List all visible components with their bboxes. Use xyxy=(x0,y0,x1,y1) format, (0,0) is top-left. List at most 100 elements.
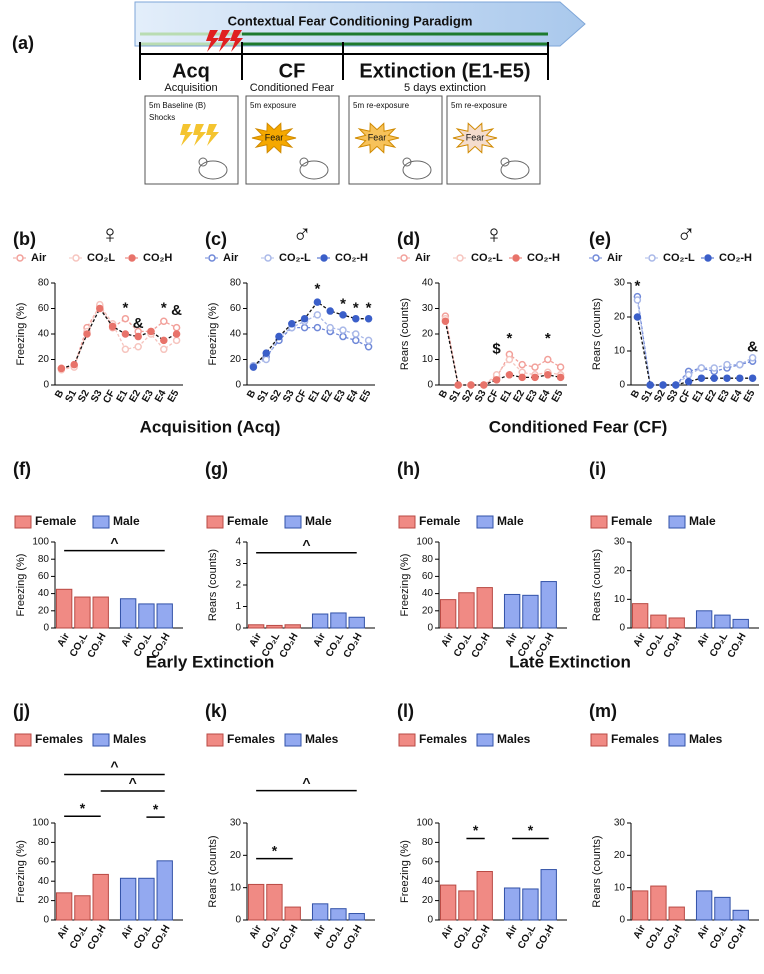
y-tick-label: 20 xyxy=(38,605,50,616)
point xyxy=(262,349,270,357)
x-tick-label: E3 xyxy=(332,388,348,404)
bar xyxy=(119,877,137,921)
bar xyxy=(668,906,685,921)
shock-icon xyxy=(206,30,219,52)
panel-label: (b) xyxy=(13,229,36,249)
y-tick-label: 20 xyxy=(614,850,626,861)
legend-swatch xyxy=(398,515,416,529)
point xyxy=(633,313,642,321)
legend-label: Female xyxy=(419,514,461,528)
panel-label: (f) xyxy=(13,459,31,479)
legend-label: CO₂L xyxy=(87,252,115,264)
x-tick-label: Air xyxy=(248,923,265,941)
annotation: * xyxy=(528,822,534,838)
shock-icon xyxy=(218,30,231,52)
series-line xyxy=(252,301,369,368)
x-tick-label: Air xyxy=(632,923,649,941)
panel-symbol: ♂ xyxy=(292,219,312,249)
y-tick-label: 80 xyxy=(230,278,242,289)
panel-label: (m) xyxy=(589,701,617,721)
point xyxy=(364,343,373,351)
point xyxy=(121,314,130,323)
x-tick-label: Air xyxy=(504,923,521,941)
series-line xyxy=(61,303,177,371)
x-tick-label: E1 xyxy=(307,388,323,404)
section-heading: Late Extinction xyxy=(509,652,631,671)
y-axis-label: Freezing (%) xyxy=(15,840,27,903)
legend-swatch xyxy=(14,733,32,747)
bar xyxy=(138,603,155,629)
legend-label: Male xyxy=(305,514,332,528)
legend-label: Females xyxy=(35,732,83,746)
point xyxy=(300,314,309,323)
bar xyxy=(266,883,283,921)
point xyxy=(326,323,334,332)
x-tick-label: S1 xyxy=(447,388,463,404)
y-tick-label: 40 xyxy=(230,329,242,340)
y-tick-label: 40 xyxy=(38,588,50,599)
y-tick-label: 0 xyxy=(43,915,49,926)
x-tick-label: E1 xyxy=(691,388,707,404)
x-tick-label: Air xyxy=(120,923,137,941)
y-axis-label: Rears (counts) xyxy=(591,835,603,907)
legend-label: Air xyxy=(31,252,47,264)
y-tick-label: 20 xyxy=(230,850,242,861)
point xyxy=(134,332,142,341)
x-tick-label: CO₂H xyxy=(470,923,493,952)
annotation: $ xyxy=(492,340,501,357)
annotation: ^ xyxy=(302,536,310,552)
legend-marker xyxy=(320,254,328,262)
y-tick-label: 20 xyxy=(614,565,626,576)
x-tick-label: B xyxy=(53,388,66,400)
legend-marker xyxy=(704,254,712,262)
legend-label: Female xyxy=(227,514,269,528)
point xyxy=(339,311,347,319)
bar xyxy=(330,908,347,921)
x-tick-label: CO₂H xyxy=(662,631,685,660)
y-tick-label: 0 xyxy=(427,915,433,926)
legend-marker xyxy=(128,254,136,262)
y-axis-label: Freezing (%) xyxy=(207,303,219,366)
x-tick-label: CO₂H xyxy=(342,923,365,952)
section-heading: Acquisition (Acq) xyxy=(140,417,281,436)
bar xyxy=(284,624,301,629)
bar xyxy=(732,909,749,921)
bar xyxy=(714,896,731,921)
x-tick-label: Air xyxy=(56,631,73,649)
legend-marker xyxy=(400,254,408,262)
bar xyxy=(266,624,283,629)
legend-label: CO₂-L xyxy=(471,252,503,264)
point xyxy=(518,360,526,369)
fear-badge xyxy=(251,122,297,154)
y-tick-label: 60 xyxy=(38,571,50,582)
panel-label: (a) xyxy=(12,33,34,53)
bar xyxy=(74,895,91,921)
y-tick-label: 0 xyxy=(235,915,241,926)
phase-sublabel: Conditioned Fear xyxy=(250,82,335,94)
legend-swatch xyxy=(668,515,686,529)
legend-marker xyxy=(16,254,24,262)
annotation: & xyxy=(133,315,144,332)
point xyxy=(134,343,142,351)
bar xyxy=(247,883,265,921)
annotation: ^ xyxy=(110,758,118,774)
legend-label: CO₂-L xyxy=(663,252,695,264)
annotation: * xyxy=(545,330,551,347)
annotation: * xyxy=(366,299,372,316)
y-tick-label: 20 xyxy=(230,354,242,365)
x-tick-label: Air xyxy=(504,631,521,649)
point xyxy=(108,322,117,331)
y-tick-label: 30 xyxy=(230,818,242,829)
bar xyxy=(119,598,137,629)
y-tick-label: 80 xyxy=(38,837,50,848)
x-tick-label: Air xyxy=(120,631,137,649)
point xyxy=(633,296,642,304)
point xyxy=(160,345,168,354)
point xyxy=(160,336,168,345)
bar xyxy=(631,603,649,629)
y-tick-label: 60 xyxy=(230,303,242,314)
legend-swatch xyxy=(284,733,302,747)
x-tick-label: CO₂H xyxy=(662,923,685,952)
panel-label: (g) xyxy=(205,459,228,479)
mouse-icon xyxy=(299,160,329,180)
